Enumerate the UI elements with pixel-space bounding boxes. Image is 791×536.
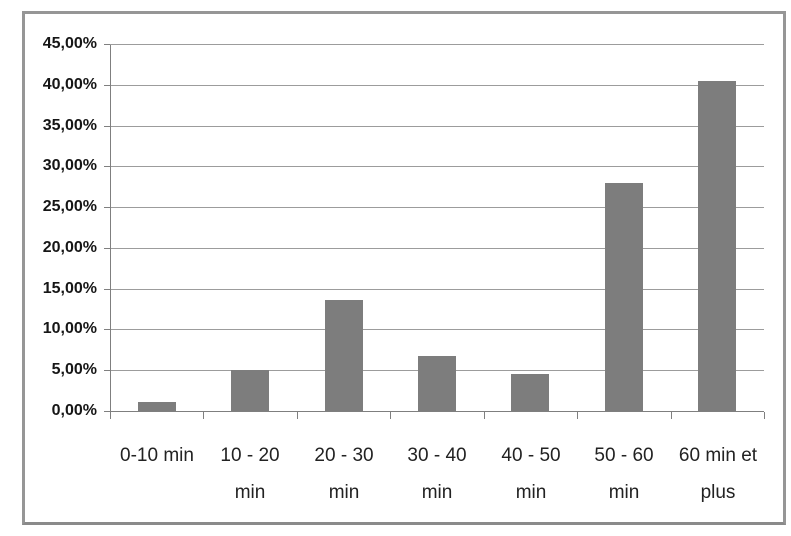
gridline-15pct xyxy=(110,288,764,290)
gridline-30pct xyxy=(110,166,764,168)
y-axis-tick xyxy=(104,411,110,412)
bar-50---60-min xyxy=(605,183,643,411)
y-axis-tick xyxy=(104,44,110,45)
x-axis-tick-label: 40 - 50 min xyxy=(501,445,561,503)
bar-60-min-et-plus xyxy=(698,81,736,411)
x-axis-tick xyxy=(764,412,765,419)
x-axis-tick xyxy=(670,412,672,419)
y-axis-tick xyxy=(104,370,110,372)
y-axis-tick xyxy=(104,166,110,168)
x-axis-line xyxy=(110,411,764,412)
y-axis-tick-label: 15,00% xyxy=(42,279,97,297)
x-axis-tick-label: 10 - 20 min xyxy=(220,445,280,503)
y-axis-tick-label: 25,00% xyxy=(42,198,97,216)
chart-frame: 0,00% 5,00% 10,00% 15,00% 20,00% 25,00% 30,00%… xyxy=(22,11,786,525)
x-axis-tick xyxy=(577,412,579,419)
y-axis-tick-label: 5,00% xyxy=(51,361,97,379)
y-axis-tick-label: 40,00% xyxy=(42,75,97,93)
y-axis-tick-label: 45,00% xyxy=(42,35,97,52)
y-axis-tick xyxy=(104,84,110,86)
y-axis-tick-label: 10,00% xyxy=(42,320,97,338)
plot-area xyxy=(110,44,764,419)
x-axis-tick xyxy=(203,412,205,419)
y-axis-tick-label: 30,00% xyxy=(42,157,97,175)
y-axis-tick xyxy=(104,329,110,331)
bar-40---50-min xyxy=(511,374,549,411)
gridline-45pct xyxy=(110,44,764,45)
x-axis-tick xyxy=(296,412,298,419)
y-axis-tick xyxy=(104,207,110,209)
x-axis-tick xyxy=(483,412,485,419)
x-axis-tick-label: 0-10 min xyxy=(120,445,194,466)
x-axis-tick-label: 60 min et plus xyxy=(678,445,758,503)
bar-10---20-min xyxy=(231,370,269,411)
y-axis-tick-label: 35,00% xyxy=(42,116,97,134)
gridline-20pct xyxy=(110,247,764,249)
x-axis-tick xyxy=(110,412,111,419)
y-axis-tick xyxy=(104,125,110,127)
bar-0-10-min xyxy=(138,402,176,411)
bar-20---30-min xyxy=(325,300,363,411)
gridline-35pct xyxy=(110,125,764,127)
gridline-40pct xyxy=(110,84,764,86)
y-axis-line xyxy=(110,45,111,419)
y-axis-tick xyxy=(104,288,110,290)
x-axis-tick-label: 50 - 60 min xyxy=(594,445,654,503)
y-axis-tick xyxy=(104,247,110,249)
x-axis-tick-label: 20 - 30 min xyxy=(314,445,374,503)
gridline-10pct xyxy=(110,329,764,331)
bar-30---40-min xyxy=(418,356,456,411)
x-axis-tick-label: 30 - 40 min xyxy=(407,445,467,503)
gridline-25pct xyxy=(110,207,764,209)
y-axis-tick-label: 20,00% xyxy=(42,238,97,256)
x-axis-tick xyxy=(390,412,392,419)
y-axis-tick-label: 0,00% xyxy=(51,402,97,419)
